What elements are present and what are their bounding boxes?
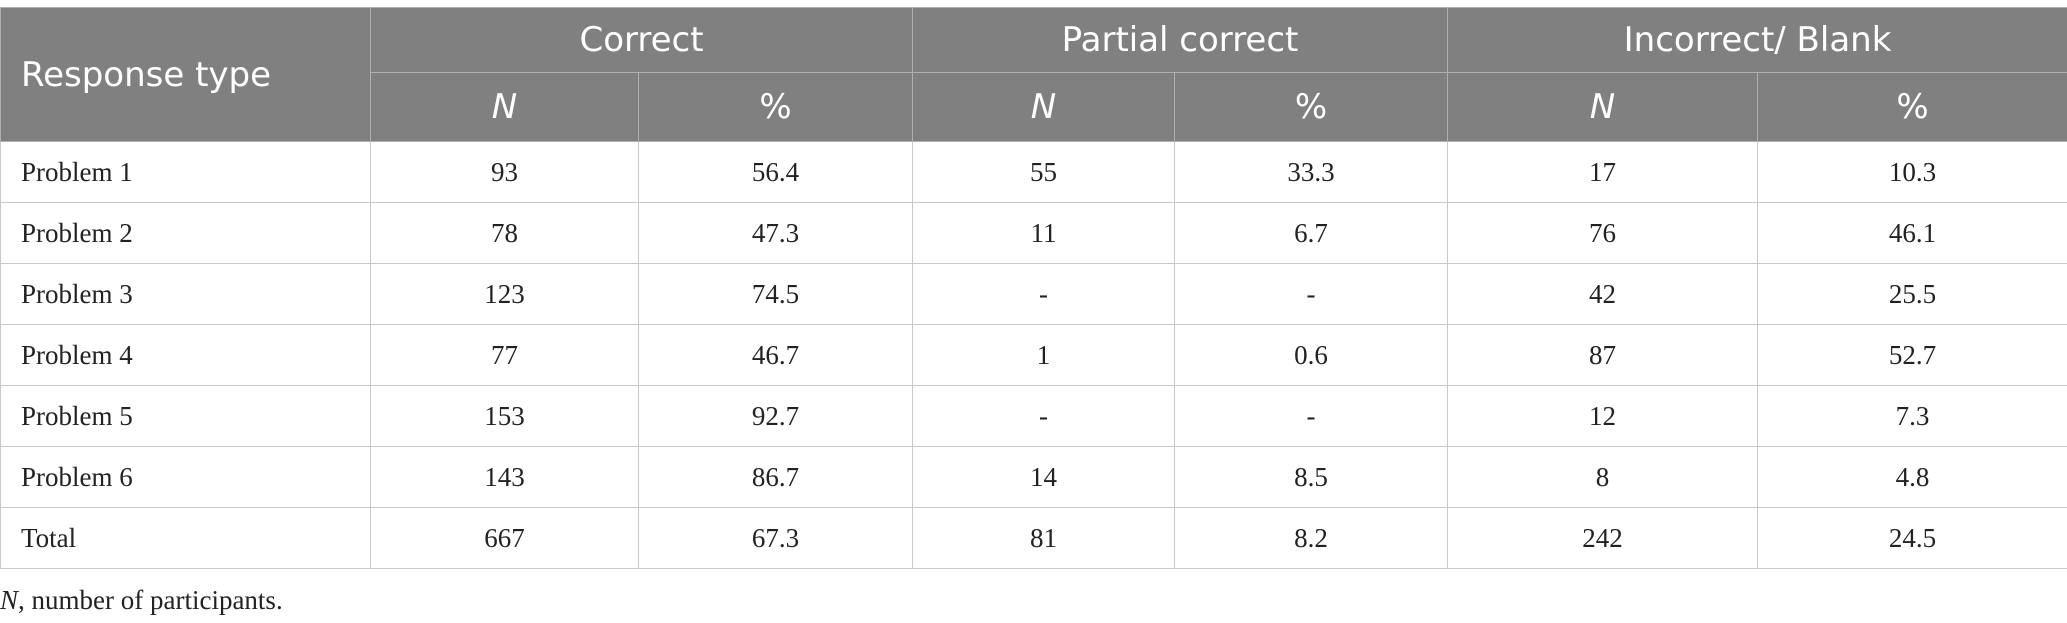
cell: 52.7 (1757, 324, 2067, 386)
group-header: Incorrect/ Blank (1447, 7, 2067, 73)
footnote: N, number of participants. (0, 585, 283, 616)
row-label: Problem 6 (0, 446, 371, 508)
cell: 11 (912, 202, 1176, 264)
footnote-symbol: N (0, 585, 19, 615)
cell: 92.7 (637, 385, 914, 447)
cell: 78 (370, 202, 639, 264)
row-label-header: Response type (0, 7, 371, 142)
cell: 0.6 (1174, 324, 1449, 386)
cell: 74.5 (637, 263, 914, 325)
cell: 42 (1447, 263, 1759, 325)
cell: 123 (370, 263, 639, 325)
data-table: Response type Correct Partial correct Inco… (0, 7, 2067, 569)
cell: 86.7 (637, 446, 914, 508)
row-label: Total (0, 507, 371, 569)
subcolumn-header: % (1757, 72, 2067, 142)
cell: 143 (370, 446, 639, 508)
row-label: Problem 3 (0, 263, 371, 325)
subcolumn-header: % (637, 72, 914, 142)
cell: 1 (912, 324, 1176, 386)
cell: 46.7 (637, 324, 914, 386)
table-row: Problem 4 77 46.7 1 0.6 87 52.7 (0, 324, 2067, 386)
group-header: Correct (369, 7, 914, 73)
cell: 153 (370, 385, 639, 447)
cell: 47.3 (637, 202, 914, 264)
cell: - (912, 385, 1176, 447)
row-label: Problem 5 (0, 385, 371, 447)
cell: 14 (912, 446, 1176, 508)
cell: 10.3 (1757, 141, 2067, 203)
table-row: Problem 1 93 56.4 55 33.3 17 10.3 (0, 141, 2067, 203)
row-label: Problem 4 (0, 324, 371, 386)
cell: 667 (370, 507, 639, 569)
cell: 33.3 (1174, 141, 1449, 203)
cell: 6.7 (1174, 202, 1449, 264)
table-row: Problem 2 78 47.3 11 6.7 76 46.1 (0, 202, 2067, 264)
subcolumn-header: N (912, 72, 1176, 142)
group-header: Partial correct (912, 7, 1449, 73)
table-row: Problem 5 153 92.7- -12 7.3 (0, 385, 2067, 447)
subcolumn-header: % (1174, 72, 1449, 142)
cell: 8.2 (1174, 507, 1449, 569)
cell: 8 (1447, 446, 1759, 508)
cell: 46.1 (1757, 202, 2067, 264)
cell: - (912, 263, 1176, 325)
cell: - (1174, 263, 1449, 325)
cell: 67.3 (637, 507, 914, 569)
cell: 76 (1447, 202, 1759, 264)
cell: 55 (912, 141, 1176, 203)
cell: 25.5 (1757, 263, 2067, 325)
cell: 24.5 (1757, 507, 2067, 569)
cell: 8.5 (1174, 446, 1449, 508)
row-label: Problem 1 (0, 141, 371, 203)
subcolumn-header: N (370, 72, 639, 142)
footnote-text: , number of participants. (18, 585, 283, 615)
table-row: Total 667 67.3 81 8.2 242 24.5 (0, 507, 2067, 569)
row-label: Problem 2 (0, 202, 371, 264)
table-row: Problem 6 143 86.7 14 8.5 8 4.8 (0, 446, 2067, 508)
cell: 17 (1447, 141, 1759, 203)
cell: 87 (1447, 324, 1759, 386)
cell: 93 (370, 141, 639, 203)
cell: 7.3 (1757, 385, 2067, 447)
cell: 56.4 (637, 141, 914, 203)
cell: 4.8 (1757, 446, 2067, 508)
cell: 81 (912, 507, 1176, 569)
cell: 12 (1447, 385, 1759, 447)
cell: - (1174, 385, 1449, 447)
table-row: Problem 3 123 74.5- -42 25.5 (0, 263, 2067, 325)
cell: 242 (1447, 507, 1759, 569)
cell: 77 (370, 324, 639, 386)
subcolumn-header: N (1447, 72, 1759, 142)
